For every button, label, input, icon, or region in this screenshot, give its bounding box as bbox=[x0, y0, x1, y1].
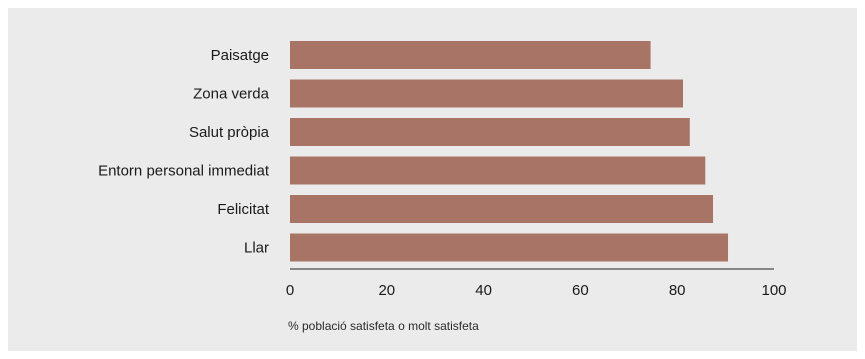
bar-paisatge bbox=[290, 41, 651, 69]
x-tick-label-80: 80 bbox=[669, 282, 686, 299]
x-tick-labels-group: 0 20 40 60 80 100 bbox=[286, 282, 787, 299]
bar-llar bbox=[290, 234, 728, 262]
x-axis-label: % població satisfeta o molt satisfeta bbox=[288, 319, 479, 333]
bar-salut-propia bbox=[290, 118, 690, 146]
category-label-paisatge: Paisatge bbox=[211, 47, 269, 64]
x-tick-label-20: 20 bbox=[378, 282, 395, 299]
x-tick-label-40: 40 bbox=[475, 282, 492, 299]
x-tick-label-100: 100 bbox=[761, 282, 786, 299]
bar-felicitat bbox=[290, 195, 713, 223]
category-labels-group: Paisatge Zona verda Salut pròpia Entorn per… bbox=[98, 47, 270, 257]
x-tick-label-60: 60 bbox=[572, 282, 589, 299]
category-label-felicitat: Felicitat bbox=[217, 201, 270, 218]
category-label-zona-verda: Zona verda bbox=[193, 86, 270, 103]
category-label-llar: Llar bbox=[244, 240, 269, 257]
bars-group bbox=[290, 41, 728, 262]
category-label-salut-propia: Salut pròpia bbox=[189, 124, 270, 141]
category-label-entorn-personal-immediat: Entorn personal immediat bbox=[98, 163, 270, 180]
x-tick-label-0: 0 bbox=[286, 282, 294, 299]
bar-entorn-personal-immediat bbox=[290, 157, 705, 185]
bar-zona-verda bbox=[290, 80, 683, 108]
